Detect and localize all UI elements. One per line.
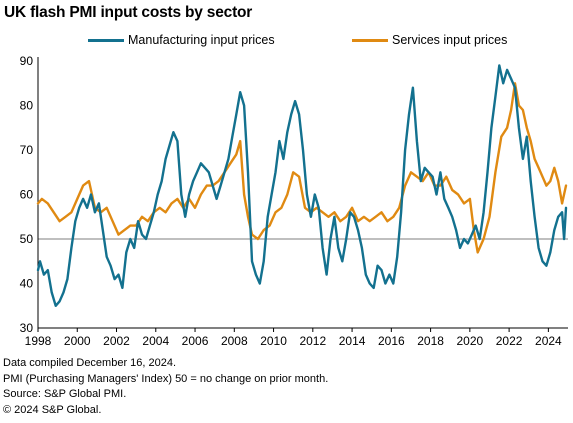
chart-title: UK flash PMI input costs by sector [4, 4, 253, 21]
footer-note-date: Data compiled December 16, 2024. [3, 357, 177, 369]
x-tick-label-2024: 2024 [535, 334, 562, 348]
x-tick-label-2016: 2016 [378, 334, 405, 348]
x-tick-label-2018: 2018 [417, 334, 444, 348]
legend-item-manufacturing: Manufacturing input prices [88, 33, 275, 47]
footer-notes: Data compiled December 16, 2024. PMI (Pu… [3, 356, 328, 418]
legend-item-services: Services input prices [352, 33, 507, 47]
x-tick-label-2008: 2008 [221, 334, 248, 348]
y-tick-label-80: 80 [20, 99, 34, 113]
legend-swatch-manufacturing [88, 38, 124, 42]
y-tick-label-70: 70 [20, 143, 34, 157]
footer-note-source: Source: S&P Global PMI. [3, 388, 127, 400]
footer-note-copyright: © 2024 S&P Global. [3, 403, 102, 416]
x-tick-label-2010: 2010 [260, 334, 287, 348]
y-tick-label-30: 30 [20, 321, 34, 335]
footer-note-pmi: PMI (Purchasing Managers' Index) 50 = no… [3, 372, 329, 385]
x-tick-label-2014: 2014 [339, 334, 366, 348]
x-tick-label-2000: 2000 [64, 334, 91, 348]
legend-label-services: Services input prices [392, 33, 508, 47]
x-tick-label-2002: 2002 [103, 334, 130, 348]
x-tick-label-1998: 1998 [25, 334, 52, 348]
x-tick-label-2012: 2012 [299, 334, 326, 348]
y-tick-label-60: 60 [20, 188, 34, 202]
x-tick-label-2022: 2022 [496, 334, 523, 348]
legend: Manufacturing input prices Services inpu… [0, 33, 573, 49]
x-tick-label-2004: 2004 [142, 334, 169, 348]
y-tick-label-40: 40 [20, 277, 34, 291]
legend-swatch-services [352, 38, 388, 42]
y-tick-label-90: 90 [20, 54, 34, 68]
series-line-services [36, 82, 568, 254]
legend-label-manufacturing: Manufacturing input prices [128, 33, 275, 47]
series-line-manufacturing [36, 64, 568, 307]
y-tick-label-50: 50 [20, 232, 34, 246]
x-tick-label-2020: 2020 [457, 334, 484, 348]
x-tick-label-2006: 2006 [182, 334, 209, 348]
